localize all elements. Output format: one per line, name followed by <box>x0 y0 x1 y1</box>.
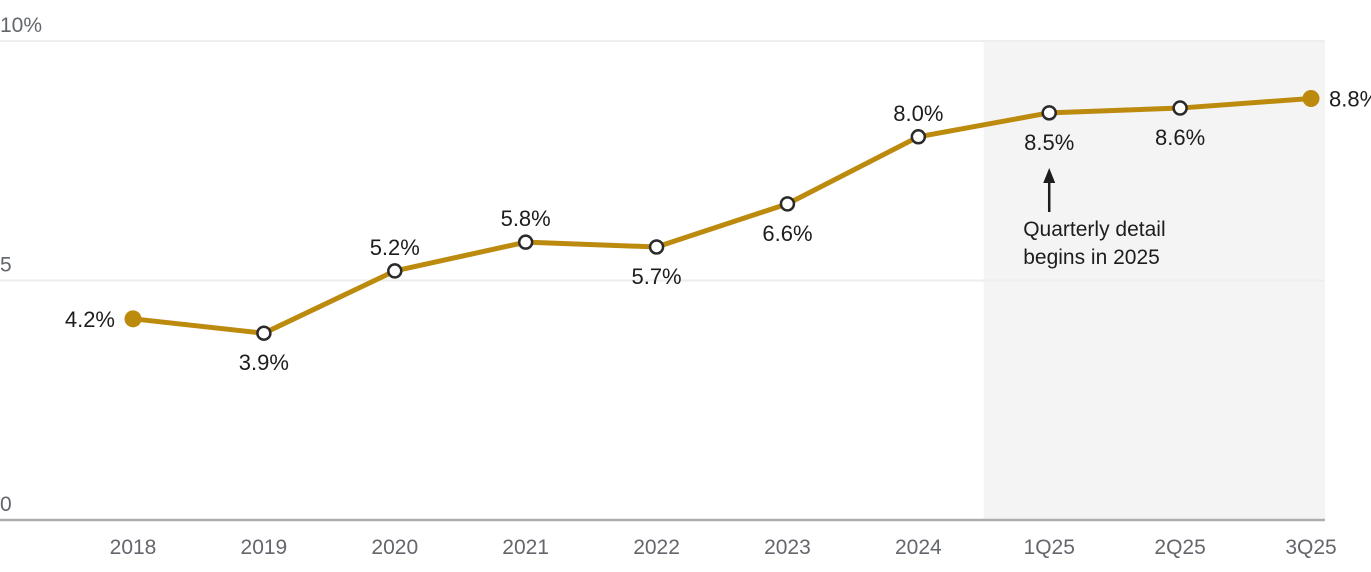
data-point-open-2021 <box>517 234 534 250</box>
value-label-2q25: 8.6% <box>1155 125 1205 150</box>
data-point-open-2022 <box>648 239 665 255</box>
x-axis-tick-label-2019: 2019 <box>241 536 288 559</box>
value-label-2019: 3.9% <box>239 350 289 375</box>
x-axis-tick-label-2020: 2020 <box>371 536 418 559</box>
value-label-2024: 8.0% <box>893 101 943 126</box>
data-point-open-2020 <box>387 263 403 279</box>
x-axis-tick-label-2024: 2024 <box>895 536 942 559</box>
x-axis-tick-label-2022: 2022 <box>633 536 680 559</box>
x-axis-tick-label-2021: 2021 <box>502 536 549 559</box>
value-label-1q25: 8.5% <box>1024 130 1074 155</box>
data-point-open-2023 <box>779 196 796 212</box>
data-point-filled-2018 <box>124 310 142 328</box>
data-point-open-2q25 <box>1172 100 1188 116</box>
data-point-filled-3q25 <box>1302 89 1320 107</box>
value-label-3q25: 8.8% <box>1329 86 1371 111</box>
trend-line <box>130 95 1314 336</box>
value-label-2020: 5.2% <box>370 235 420 260</box>
data-point-open-2019 <box>256 325 272 341</box>
annotation-arrow-up-icon <box>1043 168 1056 183</box>
data-point-open-1q25 <box>1041 105 1057 121</box>
value-label-2021: 5.8% <box>501 206 551 231</box>
value-label-2023: 6.6% <box>762 221 812 246</box>
data-point-open-2024 <box>910 129 927 145</box>
y-axis-tick-label: 5 <box>0 254 12 277</box>
y-axis-tick-label: 0 <box>0 493 12 516</box>
annotation-text-line-1: Quarterly detail <box>1023 218 1165 241</box>
x-axis-tick-label-2q25: 2Q25 <box>1154 536 1205 559</box>
value-label-2022: 5.7% <box>631 264 681 289</box>
x-axis-tick-label-2018: 2018 <box>110 536 157 559</box>
x-axis-tick-label-1q25: 1Q25 <box>1024 536 1075 559</box>
y-axis-tick-label: 10% <box>0 14 42 37</box>
x-axis-tick-label-3q25: 3Q25 <box>1285 536 1336 559</box>
value-label-2018: 4.2% <box>65 307 115 332</box>
x-axis-tick-label-2023: 2023 <box>764 536 811 559</box>
annotation-text-line-2: begins in 2025 <box>1023 246 1160 269</box>
